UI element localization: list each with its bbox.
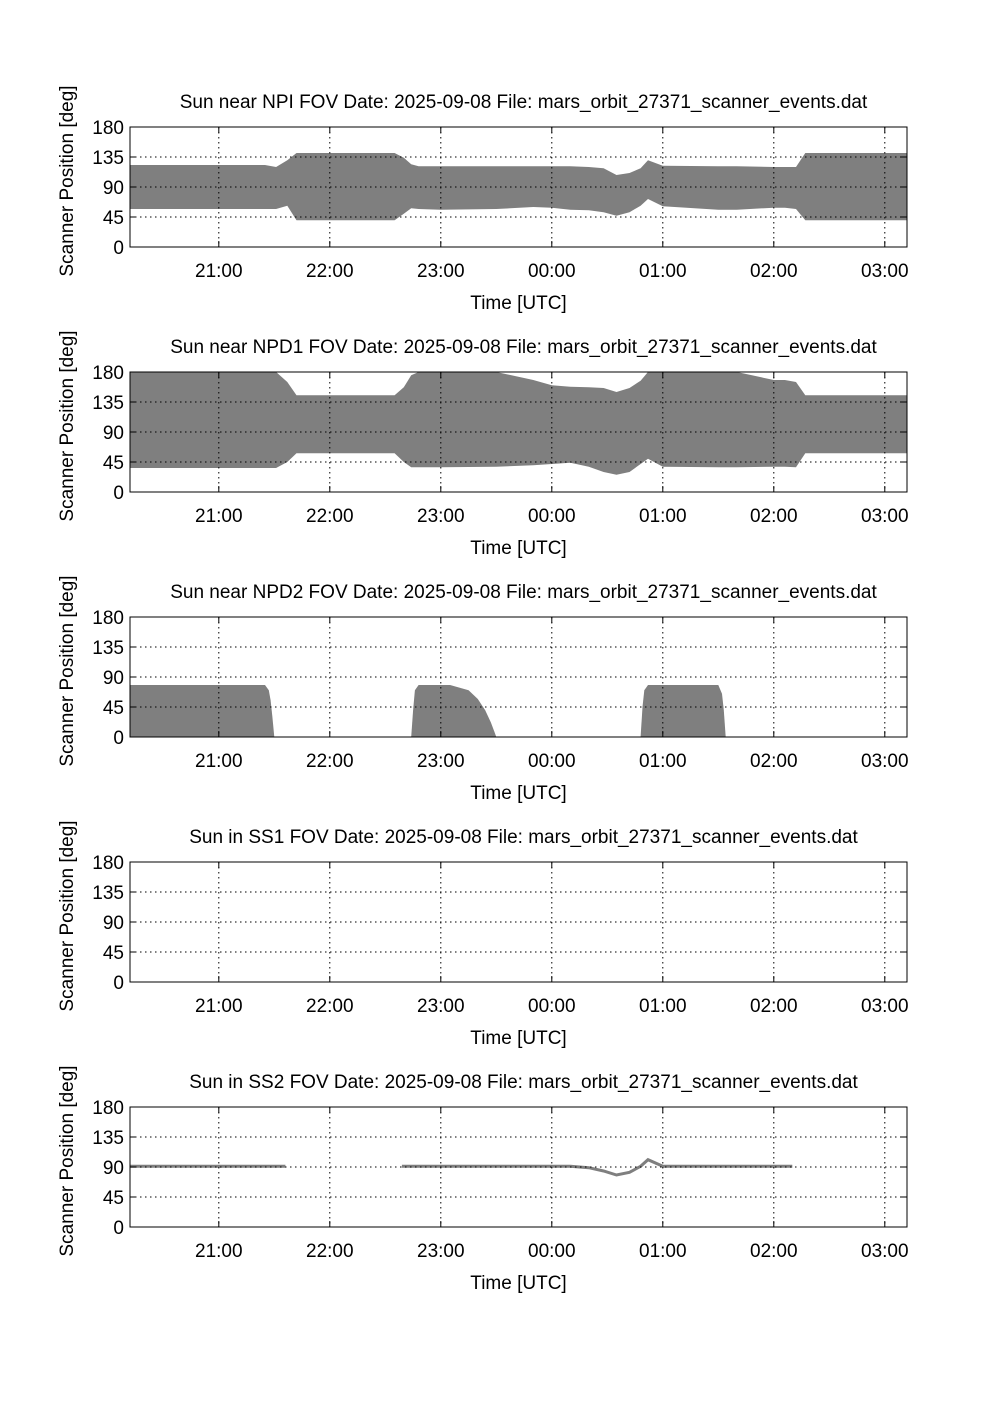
x-tick-label: 22:00: [306, 506, 354, 527]
x-tick-label: 02:00: [750, 996, 798, 1017]
chart-title: Sun near NPD2 FOV Date: 2025-09-08 File:…: [170, 582, 877, 603]
x-tick-label: 02:00: [750, 751, 798, 772]
grid-layer: [130, 862, 907, 982]
y-tick-label: 0: [113, 1218, 124, 1239]
chart-title: Sun in SS1 FOV Date: 2025-09-08 File: ma…: [189, 827, 858, 848]
y-tick-label: 45: [103, 1188, 124, 1209]
y-axis-label: Scanner Position [deg]: [57, 820, 78, 1011]
y-tick-label: 180: [92, 608, 124, 629]
x-tick-label: 21:00: [195, 996, 243, 1017]
data-layer: [130, 685, 726, 737]
chart-panel-1: 21:00 22:00 23:00 00:00 01:00 02:00 03:00 0 45 90…: [57, 85, 909, 314]
y-tick-label: 90: [103, 913, 124, 934]
x-tick-label: 02:00: [750, 1241, 798, 1262]
x-tick-label: 22:00: [306, 996, 354, 1017]
x-tick-label: 01:00: [639, 506, 687, 527]
y-tick-label: 45: [103, 698, 124, 719]
grid-layer: [130, 372, 907, 492]
y-axis-label: Scanner Position [deg]: [57, 1065, 78, 1256]
y-axis-label: Scanner Position [deg]: [57, 575, 78, 766]
x-axis-label: Time [UTC]: [470, 783, 566, 804]
y-tick-label: 180: [92, 118, 124, 139]
x-tick-label: 23:00: [417, 261, 465, 282]
x-axis-label: Time [UTC]: [470, 1273, 566, 1294]
x-tick-label: 23:00: [417, 751, 465, 772]
y-tick-label: 0: [113, 483, 124, 504]
y-tick-label: 135: [92, 148, 124, 169]
chart-panel-3: 21:00 22:00 23:00 00:00 01:00 02:00 03:00 0 45 90…: [57, 575, 909, 804]
y-tick-label: 135: [92, 393, 124, 414]
x-tick-label: 23:00: [417, 1241, 465, 1262]
band-segment-1: [130, 685, 275, 737]
y-axis-label: Scanner Position [deg]: [57, 330, 78, 521]
x-tick-label: 03:00: [861, 506, 909, 527]
x-tick-label: 00:00: [528, 751, 576, 772]
band-segment-3: [640, 685, 726, 737]
y-tick-label: 45: [103, 453, 124, 474]
y-tick-label: 90: [103, 178, 124, 199]
x-axis-label: Time [UTC]: [470, 538, 566, 559]
x-tick-label: 01:00: [639, 751, 687, 772]
y-tick-label: 180: [92, 1098, 124, 1119]
y-axis-label: Scanner Position [deg]: [57, 85, 78, 276]
x-tick-label: 01:00: [639, 261, 687, 282]
chart-title: Sun near NPI FOV Date: 2025-09-08 File: …: [180, 92, 868, 113]
x-tick-label: 03:00: [861, 751, 909, 772]
grid-layer: [130, 127, 907, 247]
x-tick-label: 00:00: [528, 506, 576, 527]
x-tick-label: 21:00: [195, 261, 243, 282]
x-tick-label: 01:00: [639, 996, 687, 1017]
y-tick-label: 90: [103, 1158, 124, 1179]
x-tick-label: 02:00: [750, 261, 798, 282]
x-tick-label: 00:00: [528, 996, 576, 1017]
y-tick-label: 180: [92, 853, 124, 874]
y-tick-label: 45: [103, 943, 124, 964]
y-tick-label: 0: [113, 728, 124, 749]
chart-panel-2: 21:00 22:00 23:00 00:00 01:00 02:00 03:00 0 45 90…: [57, 330, 909, 559]
y-tick-label: 135: [92, 883, 124, 904]
x-tick-label: 23:00: [417, 506, 465, 527]
band-segment-1: [130, 153, 907, 221]
x-tick-label: 03:00: [861, 996, 909, 1017]
x-tick-label: 03:00: [861, 261, 909, 282]
band-segment-2: [411, 685, 497, 737]
x-tick-label: 01:00: [639, 1241, 687, 1262]
grid-layer: [130, 617, 907, 737]
x-tick-label: 21:00: [195, 506, 243, 527]
x-tick-label: 00:00: [528, 261, 576, 282]
y-tick-label: 0: [113, 238, 124, 259]
x-tick-label: 00:00: [528, 1241, 576, 1262]
x-tick-label: 22:00: [306, 1241, 354, 1262]
x-tick-label: 23:00: [417, 996, 465, 1017]
band-segment-1: [130, 372, 907, 475]
data-layer: [130, 1157, 793, 1177]
x-tick-label: 22:00: [306, 751, 354, 772]
y-tick-label: 0: [113, 973, 124, 994]
y-tick-label: 135: [92, 638, 124, 659]
chart-panel-4: 21:00 22:00 23:00 00:00 01:00 02:00 03:00 0 45 90…: [57, 820, 909, 1049]
chart-title: Sun in SS2 FOV Date: 2025-09-08 File: ma…: [189, 1072, 858, 1093]
grid-layer: [130, 1107, 907, 1227]
y-tick-label: 180: [92, 363, 124, 384]
data-layer: [130, 153, 907, 221]
x-axis-label: Time [UTC]: [470, 1028, 566, 1049]
x-tick-label: 21:00: [195, 1241, 243, 1262]
x-tick-label: 21:00: [195, 751, 243, 772]
x-axis-label: Time [UTC]: [470, 293, 566, 314]
trace-segment-2: [401, 1157, 793, 1177]
y-tick-label: 90: [103, 668, 124, 689]
data-layer: [130, 372, 907, 475]
chart-title: Sun near NPD1 FOV Date: 2025-09-08 File:…: [170, 337, 877, 358]
y-tick-label: 135: [92, 1128, 124, 1149]
y-tick-label: 45: [103, 208, 124, 229]
y-tick-label: 90: [103, 423, 124, 444]
x-tick-label: 02:00: [750, 506, 798, 527]
x-tick-label: 03:00: [861, 1241, 909, 1262]
x-tick-label: 22:00: [306, 261, 354, 282]
chart-panel-5: 21:00 22:00 23:00 00:00 01:00 02:00 03:00 0 45 90…: [57, 1065, 909, 1294]
